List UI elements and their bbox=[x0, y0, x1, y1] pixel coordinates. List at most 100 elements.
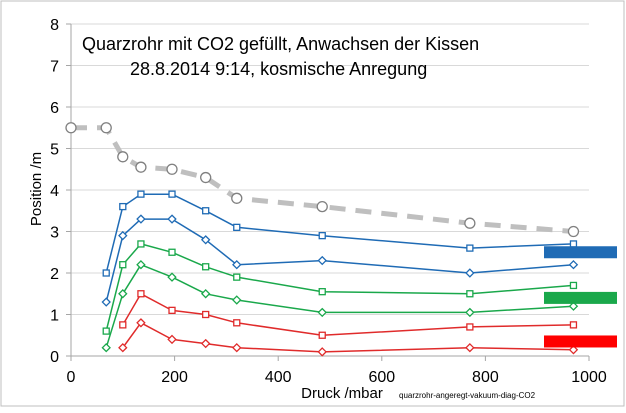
legend-bars bbox=[544, 246, 617, 348]
x-tick-label: 0 bbox=[67, 369, 76, 386]
y-tick-label: 5 bbox=[50, 142, 59, 159]
data-point bbox=[118, 289, 128, 299]
data-point bbox=[568, 301, 579, 311]
data-point bbox=[118, 342, 128, 353]
x-tick-label: 400 bbox=[265, 369, 292, 386]
data-point bbox=[101, 342, 111, 353]
chart-title-line-2: 28.8.2014 9:14, kosmische Anregung bbox=[130, 59, 427, 79]
data-point bbox=[166, 163, 178, 175]
data-point bbox=[168, 306, 176, 315]
data-point bbox=[168, 190, 176, 198]
gridlines bbox=[71, 23, 589, 315]
data-point bbox=[117, 151, 129, 163]
data-point bbox=[568, 259, 579, 270]
data-point bbox=[200, 171, 212, 184]
data-point bbox=[466, 323, 474, 331]
data-point bbox=[167, 334, 177, 345]
data-point bbox=[202, 207, 210, 215]
data-point bbox=[568, 345, 579, 355]
data-point bbox=[167, 272, 177, 282]
data-point bbox=[135, 161, 147, 173]
series-line bbox=[71, 125, 574, 234]
y-axis-label: Position /m bbox=[28, 152, 45, 226]
data-point bbox=[569, 240, 578, 248]
data-point bbox=[317, 255, 327, 266]
data-point bbox=[318, 288, 326, 296]
data-point bbox=[569, 281, 578, 290]
legend-bar bbox=[544, 246, 617, 259]
data-point bbox=[569, 321, 578, 329]
x-tick-label: 800 bbox=[472, 369, 499, 386]
data-point bbox=[136, 214, 146, 224]
y-tick-label: 6 bbox=[50, 100, 59, 117]
series-7 bbox=[118, 318, 579, 357]
data-point bbox=[102, 269, 110, 277]
y-tick-label: 0 bbox=[50, 349, 59, 366]
data-point bbox=[232, 342, 242, 353]
series-5 bbox=[101, 259, 579, 353]
legend-bar bbox=[544, 291, 617, 304]
series-1 bbox=[65, 122, 580, 238]
x-axis-label: Druck /mbar bbox=[301, 385, 383, 402]
data-point bbox=[119, 321, 127, 329]
data-point bbox=[200, 338, 211, 349]
data-point bbox=[119, 202, 127, 211]
data-point bbox=[465, 307, 475, 318]
y-tick-label: 1 bbox=[50, 308, 59, 325]
series-3 bbox=[101, 214, 579, 307]
data-point bbox=[465, 268, 475, 278]
data-point bbox=[137, 240, 145, 248]
data-point bbox=[233, 223, 241, 232]
chart-title-line-1: Quarzrohr mit CO2 gefüllt, Anwachsen der… bbox=[82, 34, 479, 54]
data-point bbox=[465, 342, 475, 353]
data-point bbox=[233, 319, 241, 327]
data-point bbox=[119, 261, 127, 269]
data-point bbox=[200, 235, 211, 245]
data-point bbox=[168, 248, 176, 256]
data-point bbox=[464, 217, 476, 229]
data-point bbox=[101, 297, 111, 307]
series-4 bbox=[102, 240, 578, 335]
data-point bbox=[100, 122, 112, 134]
data-point bbox=[567, 225, 580, 238]
data-point bbox=[233, 273, 241, 281]
data-point bbox=[167, 214, 177, 224]
data-point bbox=[318, 331, 326, 339]
data-point bbox=[466, 290, 474, 298]
data-point bbox=[232, 295, 242, 305]
y-tick-label: 8 bbox=[50, 17, 59, 34]
data-point bbox=[232, 259, 242, 270]
data-point bbox=[136, 259, 146, 270]
data-point bbox=[65, 122, 77, 134]
data-point bbox=[137, 290, 145, 298]
legend-bar bbox=[544, 335, 617, 348]
x-tick-label: 1000 bbox=[571, 369, 607, 386]
data-point bbox=[316, 200, 328, 213]
y-tick-label: 4 bbox=[50, 183, 59, 200]
x-tick-label: 600 bbox=[368, 369, 395, 386]
data-point bbox=[317, 347, 327, 357]
data-point bbox=[231, 192, 243, 204]
data-point bbox=[136, 318, 146, 328]
series-line bbox=[122, 293, 574, 337]
source-note: quarzrohr-angeregt-vakuum-diag-CO2 bbox=[399, 391, 536, 400]
data-point bbox=[202, 263, 210, 271]
data-point bbox=[318, 231, 326, 240]
series-6 bbox=[119, 290, 578, 339]
data-point bbox=[317, 307, 327, 318]
y-tick-label: 3 bbox=[50, 225, 59, 242]
data-point bbox=[118, 230, 128, 241]
series-line bbox=[122, 322, 574, 353]
data-point bbox=[102, 327, 110, 335]
x-tick-label: 200 bbox=[161, 369, 188, 386]
axes: 0 1 2 3 4 5 6 7 8 0 200 400 600 800 1000 bbox=[50, 17, 607, 386]
series-group bbox=[65, 122, 580, 357]
data-point bbox=[200, 289, 211, 299]
y-tick-label: 2 bbox=[50, 266, 59, 283]
data-point bbox=[137, 190, 145, 198]
y-tick-label: 7 bbox=[50, 59, 59, 76]
data-point bbox=[466, 244, 474, 252]
data-point bbox=[202, 310, 210, 319]
